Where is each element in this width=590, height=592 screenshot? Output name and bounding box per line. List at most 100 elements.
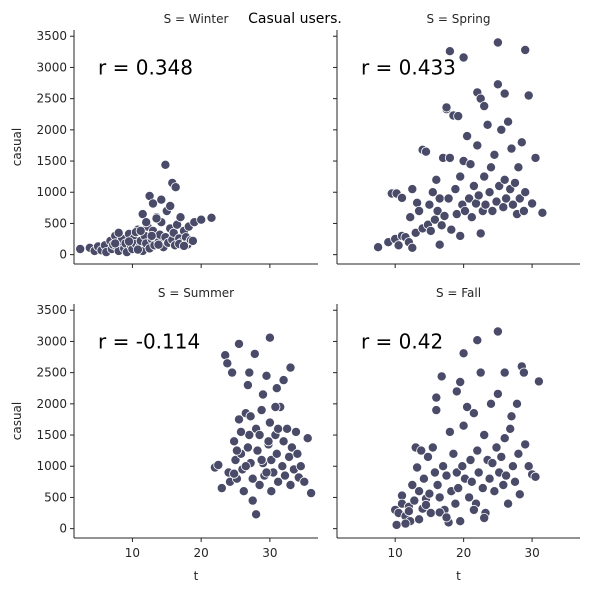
data-point <box>156 194 167 205</box>
data-point <box>427 187 438 198</box>
data-point <box>124 236 135 247</box>
y-tick-label: 2000 <box>36 123 67 137</box>
data-point <box>484 473 495 484</box>
data-point <box>473 190 484 201</box>
data-point <box>464 193 475 204</box>
x-tick-label: 20 <box>194 546 209 560</box>
data-point <box>523 90 534 101</box>
data-point <box>407 184 418 195</box>
x-axis-label: t <box>194 569 199 583</box>
x-tick-label: 30 <box>262 546 277 560</box>
y-tick-label: 500 <box>44 216 67 230</box>
data-point <box>227 367 238 378</box>
data-point <box>220 350 231 361</box>
data-point <box>373 242 384 253</box>
data-point <box>466 476 477 487</box>
data-point <box>468 408 479 419</box>
data-point <box>425 225 436 236</box>
data-point <box>494 180 505 191</box>
data-point <box>491 442 502 453</box>
data-point <box>222 358 233 369</box>
data-point <box>530 471 541 482</box>
panel-3: 10 20 30 S = Fall r = 0.42 t <box>333 286 580 583</box>
data-point <box>405 212 416 223</box>
data-point <box>496 451 507 462</box>
data-point <box>256 405 267 416</box>
data-point <box>425 507 436 518</box>
data-point <box>509 177 520 188</box>
panel-2: 0 500 1000 1500 2000 2500 3000 3500 10 20 30 S = Su… <box>10 286 318 583</box>
data-point <box>503 116 514 127</box>
data-point <box>416 445 427 456</box>
data-point <box>434 193 445 204</box>
data-point <box>422 451 433 462</box>
data-point <box>170 182 181 193</box>
data-point <box>132 244 143 255</box>
data-point <box>459 205 470 216</box>
data-point <box>135 225 146 236</box>
data-point <box>499 433 510 444</box>
data-point <box>254 429 265 440</box>
data-point <box>393 240 404 251</box>
data-point <box>420 499 431 510</box>
data-point <box>439 210 450 221</box>
data-point <box>462 401 473 412</box>
data-point <box>431 405 442 416</box>
data-point <box>240 461 251 472</box>
y-tick-label: 0 <box>59 522 67 536</box>
data-point <box>450 184 461 195</box>
data-point <box>487 205 498 216</box>
data-point <box>479 429 490 440</box>
data-point <box>527 198 538 209</box>
y-tick-label: 3000 <box>36 60 67 74</box>
data-point <box>153 239 164 250</box>
data-point <box>245 411 256 422</box>
data-point <box>273 476 284 487</box>
data-point <box>414 514 425 525</box>
data-point <box>499 174 510 185</box>
data-point <box>457 461 468 472</box>
chart-title: Casual users. <box>248 11 342 27</box>
data-point <box>482 119 493 130</box>
data-point <box>229 468 240 479</box>
data-point <box>407 242 418 253</box>
data-point <box>444 426 455 437</box>
data-point <box>492 37 503 48</box>
data-point <box>530 152 541 163</box>
data-point <box>284 451 295 462</box>
data-point <box>514 489 525 500</box>
data-point <box>498 202 509 213</box>
data-point <box>160 159 171 170</box>
data-point <box>501 470 512 481</box>
data-point <box>506 411 517 422</box>
y-tick-label: 3500 <box>36 303 67 317</box>
data-point <box>282 423 293 434</box>
data-point <box>206 212 217 223</box>
data-point <box>487 458 498 469</box>
data-point <box>509 476 520 487</box>
data-point <box>466 212 477 223</box>
data-point <box>263 436 274 447</box>
panel-title: S = Spring <box>426 12 490 26</box>
data-point <box>465 454 476 465</box>
data-point <box>231 445 242 456</box>
data-point <box>252 445 263 456</box>
data-point <box>444 46 455 57</box>
data-point <box>489 486 500 497</box>
data-point <box>477 483 488 494</box>
data-point <box>484 187 495 198</box>
data-point <box>446 224 457 235</box>
data-point <box>441 470 452 481</box>
correlation-annotation: r = 0.42 <box>361 329 443 353</box>
data-point <box>480 199 491 210</box>
data-point <box>242 380 253 391</box>
data-point <box>403 506 414 517</box>
data-point <box>499 88 510 99</box>
data-point <box>299 476 310 487</box>
data-point <box>238 486 249 497</box>
data-point <box>285 362 296 373</box>
data-point <box>141 217 152 228</box>
data-point <box>244 367 255 378</box>
